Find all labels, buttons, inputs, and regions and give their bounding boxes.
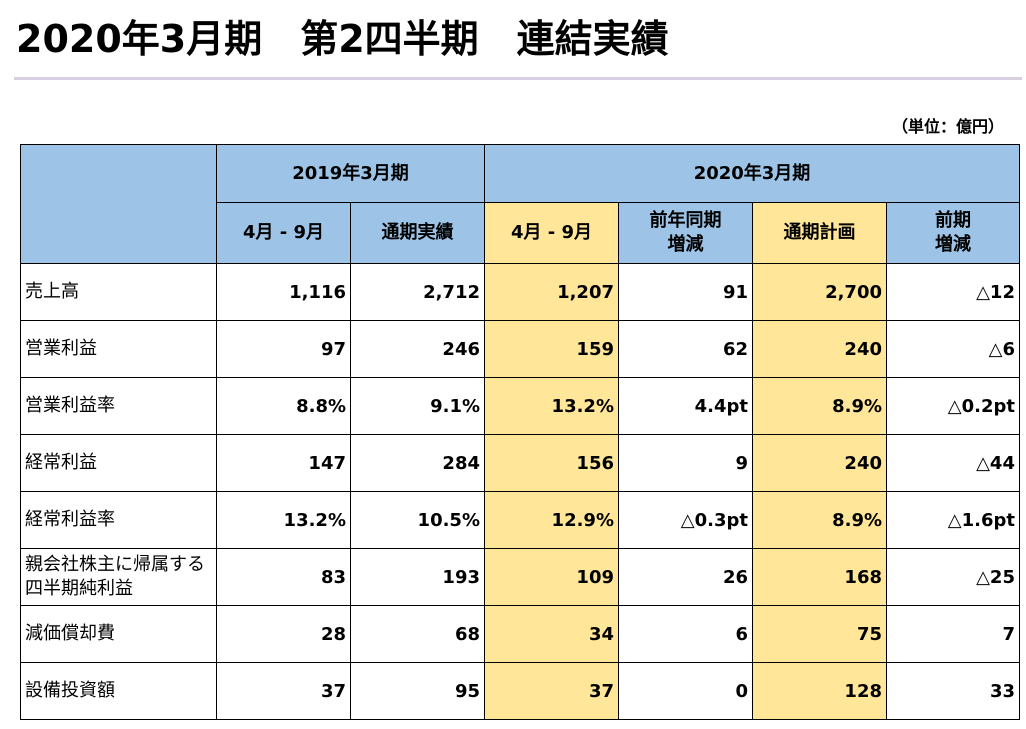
row-label: 減価償却費	[20, 605, 217, 663]
table-cell: 1,207	[484, 263, 619, 321]
table-cell: 68	[350, 605, 485, 663]
table-cell: △1.6pt	[886, 491, 1020, 549]
table-cell: △25	[886, 548, 1020, 606]
page-title: 2020年3月期 第2四半期 連結実績	[16, 17, 669, 61]
table-cell: 13.2%	[216, 491, 351, 549]
table-cell: 1,116	[216, 263, 351, 321]
header-row-columns: 4月 - 9月 通期実績 4月 - 9月 前年同期増減 通期計画 前期増減	[21, 202, 1020, 264]
table-cell: 109	[484, 548, 619, 606]
table-cell: 28	[216, 605, 351, 663]
table-cell: 12.9%	[484, 491, 619, 549]
header-col-text: 4月 - 9月	[242, 222, 325, 243]
row-label: 経常利益率	[20, 491, 217, 549]
header-col-text: 通期計画	[783, 222, 856, 243]
table-cell: △12	[886, 263, 1020, 321]
table-cell: 26	[618, 548, 753, 606]
table-cell: 13.2%	[484, 377, 619, 435]
header-col-prev-change: 前期 増減	[886, 202, 1020, 264]
header-col-2020-plan: 通期計画	[752, 202, 887, 264]
row-label: 売上高	[20, 263, 217, 321]
table-row: 減価償却費 28 68 34 6 75 7	[20, 605, 1020, 663]
table-cell: 8.9%	[752, 491, 887, 549]
table-cell: △6	[886, 320, 1020, 378]
row-label: 経常利益	[20, 434, 217, 492]
table-cell: △0.3pt	[618, 491, 753, 549]
table-cell: 2,712	[350, 263, 485, 321]
header-corner	[20, 144, 217, 264]
unit-note: （単位：億円）	[891, 117, 1004, 136]
table-cell: 156	[484, 434, 619, 492]
table-cell: △44	[886, 434, 1020, 492]
table-row: 営業利益率 8.8% 9.1% 13.2% 4.4pt 8.9% △0.2pt	[20, 377, 1020, 435]
table-cell: 83	[216, 548, 351, 606]
table-cell: 10.5%	[350, 491, 485, 549]
table-row: 営業利益 97 246 159 62 240 △6	[20, 320, 1020, 378]
table-cell: 75	[752, 605, 887, 663]
table-cell: 8.8%	[216, 377, 351, 435]
table-cell: 37	[216, 662, 351, 720]
row-label: 営業利益	[20, 320, 217, 378]
table-cell: 168	[752, 548, 887, 606]
row-label: 営業利益率	[20, 377, 217, 435]
table-cell: 34	[484, 605, 619, 663]
table-cell: 159	[484, 320, 619, 378]
table-cell: 128	[752, 662, 887, 720]
table-cell: 97	[216, 320, 351, 378]
table-cell: 240	[752, 434, 887, 492]
table-cell: 8.9%	[752, 377, 887, 435]
financial-results-table: 2019年3月期 2020年3月期 4月 - 9月 通期実績 4月 - 9月 前…	[20, 144, 1020, 720]
table-cell: 193	[350, 548, 485, 606]
header-group-fy2019: 2019年3月期	[216, 144, 485, 203]
title-divider	[14, 77, 1022, 80]
table-cell: 9.1%	[350, 377, 485, 435]
table-cell: 33	[886, 662, 1020, 720]
table-cell: 0	[618, 662, 753, 720]
table-row: 親会社株主に帰属する 四半期純利益 83 193 109 26 168 △25	[20, 548, 1020, 606]
table-cell: 7	[886, 605, 1020, 663]
table-cell: 2,700	[752, 263, 887, 321]
table-row: 経常利益率 13.2% 10.5% 12.9% △0.3pt 8.9% △1.6pt	[20, 491, 1020, 549]
header-col-yoy-change: 前年同期 増減	[618, 202, 753, 264]
table-cell: 95	[350, 662, 485, 720]
table-cell: 9	[618, 434, 753, 492]
row-label: 設備投資額	[20, 662, 217, 720]
header-col-text: 前年同期	[649, 210, 722, 231]
row-label: 親会社株主に帰属する 四半期純利益	[20, 548, 217, 606]
table-row: 売上高 1,116 2,712 1,207 91 2,700 △12	[20, 263, 1020, 321]
table-cell: 240	[752, 320, 887, 378]
table-cell: 37	[484, 662, 619, 720]
header-col-text: 増減	[935, 234, 971, 255]
header-col-text: 4月 - 9月	[510, 222, 593, 243]
table-cell: 147	[216, 434, 351, 492]
header-col-2020-h1: 4月 - 9月	[484, 202, 619, 264]
table-cell: △0.2pt	[886, 377, 1020, 435]
table-row: 経常利益 147 284 156 9 240 △44	[20, 434, 1020, 492]
header-group-fy2020: 2020年3月期	[484, 144, 1020, 203]
header-col-text: 通期実績	[381, 222, 454, 243]
header-col-text: 増減	[667, 234, 704, 255]
table-row: 設備投資額 37 95 37 0 128 33	[20, 662, 1020, 720]
table-cell: 62	[618, 320, 753, 378]
header-row-groups: 2019年3月期 2020年3月期	[20, 144, 1020, 264]
header-col-text: 前期	[935, 210, 971, 231]
table-cell: 284	[350, 434, 485, 492]
table-cell: 91	[618, 263, 753, 321]
table-cell: 4.4pt	[618, 377, 753, 435]
table-cell: 6	[618, 605, 753, 663]
table-cell: 246	[350, 320, 485, 378]
header-col-2019-h1: 4月 - 9月	[216, 202, 351, 264]
header-col-2019-full: 通期実績	[350, 202, 485, 264]
